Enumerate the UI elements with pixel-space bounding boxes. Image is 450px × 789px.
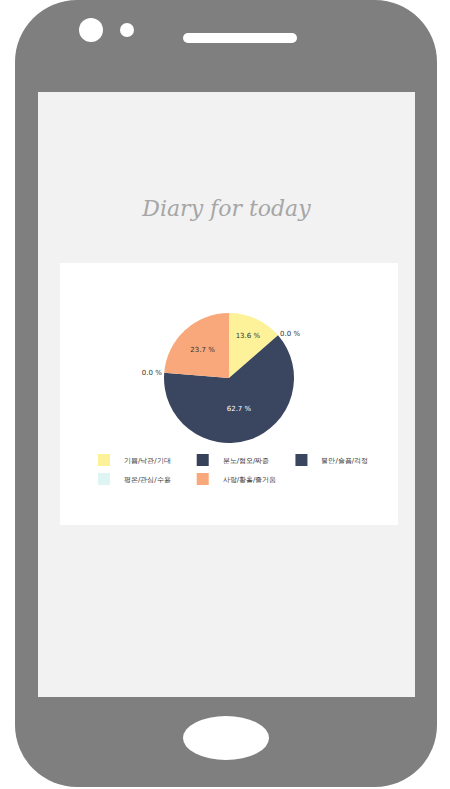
- svg-text:13.6 %: 13.6 %: [236, 332, 261, 340]
- svg-text:기쁨/낙관/기대: 기쁨/낙관/기대: [124, 457, 171, 465]
- svg-text:0.0 %: 0.0 %: [142, 369, 162, 377]
- html-text:Diary for today: Diary for today: [142, 196, 311, 221]
- svg-text:0.0 %: 0.0 %: [280, 330, 300, 338]
- svg-text:분노/혐오/짜증: 분노/혐오/짜증: [223, 457, 270, 465]
- svg-text:62.7 %: 62.7 %: [227, 405, 252, 413]
- svg-text:23.7 %: 23.7 %: [190, 346, 215, 354]
- svg-text:불안/슬픔/걱정: 불안/슬픔/걱정: [321, 457, 368, 465]
- svg-text:사랑/황홀/즐거움: 사랑/황홀/즐거움: [223, 476, 277, 484]
- svg-text:평온/관심/수용: 평온/관심/수용: [124, 476, 171, 484]
